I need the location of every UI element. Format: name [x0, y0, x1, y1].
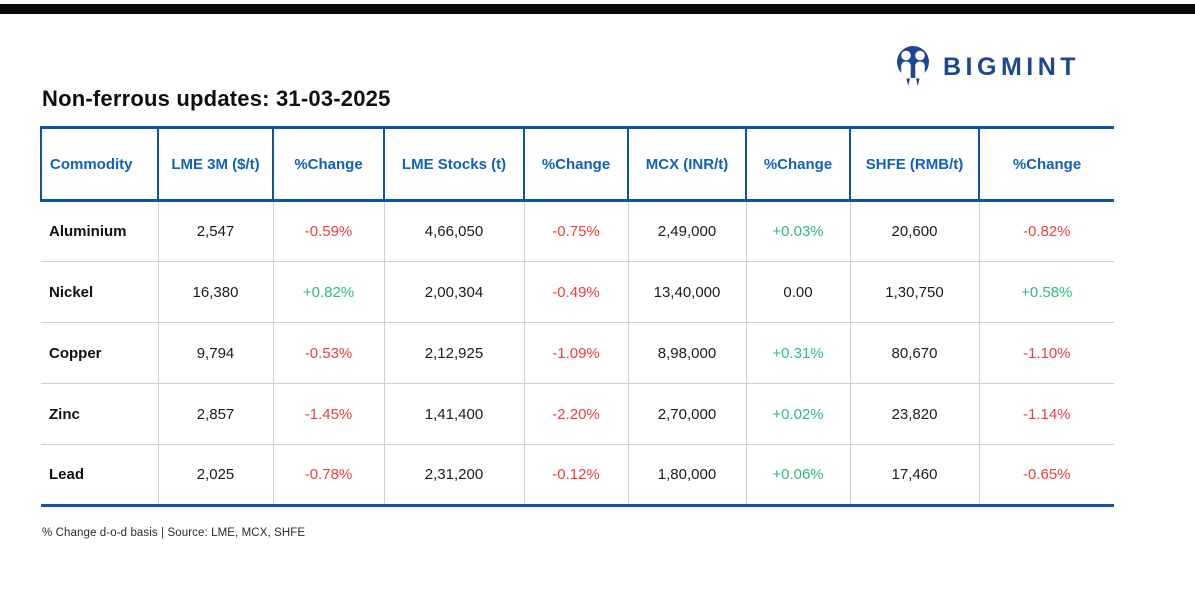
change-cell: -0.75%	[523, 200, 628, 262]
change-cell: -0.49%	[523, 261, 628, 323]
commodity-cell: Nickel	[41, 261, 158, 323]
value-cell: 80,670	[849, 322, 979, 384]
change-cell: -1.45%	[272, 383, 384, 445]
change-cell: +0.82%	[272, 261, 384, 323]
bigmint-logo: BIGMINT	[893, 44, 1080, 90]
bigmint-logo-text: BIGMINT	[943, 52, 1081, 81]
col-header-stocks-change: %Change	[523, 127, 628, 202]
change-cell: -1.09%	[523, 322, 628, 384]
change-cell: -1.14%	[978, 383, 1114, 445]
value-cell: 23,820	[849, 383, 979, 445]
value-cell: 2,31,200	[383, 444, 524, 506]
value-cell: 16,380	[157, 261, 273, 323]
page-title: Non-ferrous updates: 31-03-2025	[42, 86, 391, 111]
change-cell: +0.58%	[978, 261, 1114, 323]
change-cell: -2.20%	[523, 383, 628, 445]
commodity-cell: Copper	[41, 322, 158, 384]
commodity-cell: Aluminium	[49, 223, 127, 240]
change-cell: -0.78%	[272, 444, 384, 506]
change-cell: -1.10%	[978, 322, 1114, 384]
commodity-cell: Zinc	[41, 383, 158, 445]
change-cell: -0.65%	[978, 444, 1114, 506]
commodity-cell: Lead	[41, 444, 158, 506]
table-row-copper: Copper 9,794 -0.53% 2,12,925 -1.09% 8,98…	[41, 322, 1114, 384]
change-cell: 0.00	[745, 261, 850, 323]
change-cell: +0.31%	[745, 322, 850, 384]
value-cell: 20,600	[849, 200, 979, 262]
table-row-lead: Lead 2,025 -0.78% 2,31,200 -0.12% 1,80,0…	[41, 444, 1114, 506]
value-cell: 1,80,000	[627, 444, 746, 506]
change-cell: +0.02%	[745, 383, 850, 445]
value-cell: 1,30,750	[849, 261, 979, 323]
value-cell: 2,025	[157, 444, 273, 506]
table-row-zinc: Zinc 2,857 -1.45% 1,41,400 -2.20% 2,70,0…	[41, 383, 1114, 445]
value-cell: 1,41,400	[383, 383, 524, 445]
change-cell: -0.82%	[978, 200, 1114, 262]
commodity-table-wrap: Commodity LME 3M ($/t) %Change LME Stock…	[40, 126, 1114, 507]
value-cell: 17,460	[849, 444, 979, 506]
value-cell: 2,12,925	[383, 322, 524, 384]
col-header-shfe: SHFE (RMB/t)	[849, 127, 979, 202]
value-cell: 2,70,000	[627, 383, 746, 445]
value-cell: 13,40,000	[627, 261, 746, 323]
change-cell: +0.06%	[745, 444, 850, 506]
value-cell: 2,547	[157, 200, 273, 262]
change-cell: -0.53%	[272, 322, 384, 384]
table-row-aluminium: Aluminium 2,547 -0.59% 4,66,050 -0.75% 2…	[41, 200, 1114, 262]
col-header-lme-change: %Change	[272, 127, 384, 202]
table-row-nickel: Nickel 16,380 +0.82% 2,00,304 -0.49% 13,…	[41, 261, 1114, 323]
source-footnote: % Change d-o-d basis | Source: LME, MCX,…	[42, 527, 306, 539]
change-cell: +0.03%	[745, 200, 850, 262]
change-cell: -0.12%	[523, 444, 628, 506]
value-cell: 2,49,000	[627, 200, 746, 262]
top-black-bar	[0, 4, 1195, 14]
col-header-commodity: Commodity	[40, 127, 158, 202]
value-cell: 4,66,050	[383, 200, 524, 262]
table-header-row: Commodity LME 3M ($/t) %Change LME Stock…	[40, 127, 1114, 202]
col-header-shfe-change: %Change	[978, 127, 1114, 202]
commodity-table: Commodity LME 3M ($/t) %Change LME Stock…	[40, 126, 1114, 507]
col-header-mcx: MCX (INR/t)	[627, 127, 746, 202]
col-header-mcx-change: %Change	[745, 127, 850, 202]
col-header-lme-stocks: LME Stocks (t)	[383, 127, 524, 202]
value-cell: 9,794	[157, 322, 273, 384]
value-cell: 8,98,000	[627, 322, 746, 384]
value-cell: 2,857	[157, 383, 273, 445]
col-header-lme-3m: LME 3M ($/t)	[157, 127, 273, 202]
bigmint-logo-icon	[893, 44, 933, 90]
change-cell: -0.59%	[272, 200, 384, 262]
value-cell: 2,00,304	[383, 261, 524, 323]
